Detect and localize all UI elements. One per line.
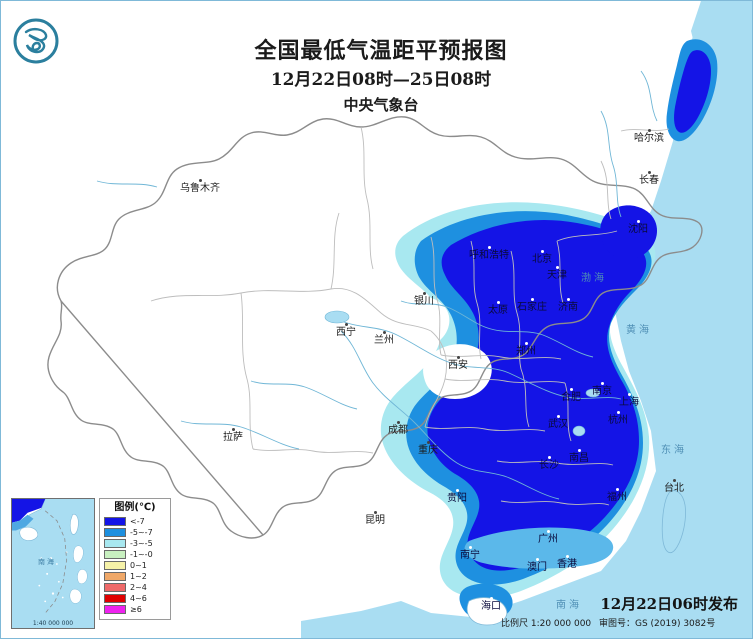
legend-swatch bbox=[104, 583, 126, 592]
issue-time-text: 12月22日06时发布 bbox=[600, 595, 738, 613]
inset-taiwan bbox=[69, 513, 79, 535]
legend-label: 2~4 bbox=[130, 583, 147, 592]
legend-swatch bbox=[104, 517, 126, 526]
lakes bbox=[324, 310, 601, 437]
anomaly-band-guangdong bbox=[464, 527, 614, 569]
legend-swatch bbox=[104, 550, 126, 559]
legend-row: <-7 bbox=[104, 516, 166, 527]
legend-row: 1~2 bbox=[104, 571, 166, 582]
legend-label: -1~-0 bbox=[130, 550, 153, 559]
legend-row: -3~-5 bbox=[104, 538, 166, 549]
rivers bbox=[96, 70, 658, 500]
anomaly-patch-northeast-core bbox=[674, 50, 711, 133]
china-national-border bbox=[47, 116, 703, 539]
inset-scale-text: 1:40 000 000 bbox=[32, 620, 74, 627]
legend-label: ≥6 bbox=[130, 605, 142, 614]
legend-row: 2~4 bbox=[104, 582, 166, 593]
legend-swatch bbox=[104, 605, 126, 614]
legend-swatch bbox=[104, 539, 126, 548]
legend-swatch bbox=[104, 572, 126, 581]
anomaly-hole-west-notch bbox=[390, 296, 450, 349]
legend-panel: 图例(℃) <-7 -5~-7 -3~-5 -1~-0 0~1 1~2 2~4 4~6 ≥6 bbox=[99, 498, 171, 620]
inset-philippines bbox=[69, 545, 88, 604]
anomaly-patch-liaoning bbox=[600, 205, 658, 260]
inset-hainan bbox=[19, 526, 39, 541]
legend-label: 4~6 bbox=[130, 594, 147, 603]
legend-title: 图例(℃) bbox=[114, 502, 156, 513]
legend-swatch bbox=[104, 594, 126, 603]
legend-row: -5~-7 bbox=[104, 527, 166, 538]
legend-swatch bbox=[104, 528, 126, 537]
legend-label: 0~1 bbox=[130, 561, 147, 570]
legend-label: -5~-7 bbox=[130, 528, 153, 537]
inset-boundary-dash bbox=[44, 510, 68, 614]
inset-anomaly-blue bbox=[12, 499, 46, 523]
legend-swatch bbox=[104, 561, 126, 570]
taiwan-island bbox=[661, 490, 686, 554]
legend-rows: <-7 -5~-7 -3~-5 -1~-0 0~1 1~2 2~4 4~6 ≥6 bbox=[104, 516, 166, 615]
legend-row: -1~-0 bbox=[104, 549, 166, 560]
inset-sea-label: 南海 bbox=[38, 559, 56, 566]
province-borders bbox=[150, 126, 670, 506]
south-china-sea-inset-map: 南海 1:40 000 000 bbox=[11, 498, 95, 629]
map-approval-number: 审图号：GS (2019) 3082号 bbox=[599, 619, 716, 629]
anomaly-hole-southwest bbox=[423, 344, 492, 399]
cma-dragon-logo-icon bbox=[13, 18, 59, 64]
inset-anomaly-lightblue bbox=[12, 514, 34, 531]
legend-row: 4~6 bbox=[104, 593, 166, 604]
legend-label: 1~2 bbox=[130, 572, 147, 581]
hainan-island bbox=[466, 597, 508, 626]
legend-label: -3~-5 bbox=[130, 539, 153, 548]
map-scale-text: 比例尺 1:20 000 000 bbox=[501, 619, 592, 629]
legend-label: <-7 bbox=[130, 517, 145, 526]
legend-row: 0~1 bbox=[104, 560, 166, 571]
legend-row: ≥6 bbox=[104, 604, 166, 615]
